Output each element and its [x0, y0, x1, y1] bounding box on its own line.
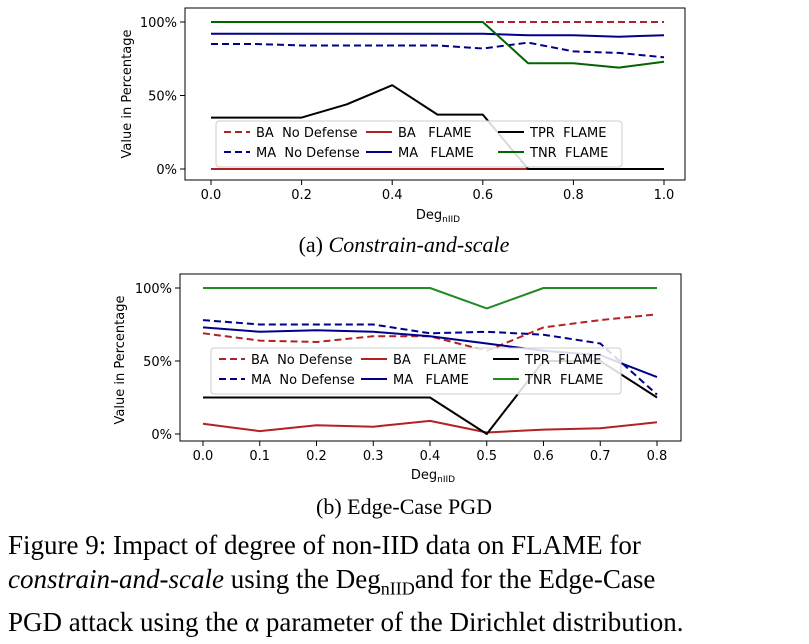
- x-ticks-b: 0.0 0.1 0.2 0.3 0.4 0.5 0.6 0.7 0.8: [193, 441, 668, 464]
- y-axis-label-b: Value in Percentage: [113, 296, 128, 425]
- caption-line-3-end: parameter of the Dirichlet distribution.: [259, 607, 684, 638]
- x-axis-label-sub-a: nIID: [442, 215, 460, 225]
- y-ticks-a: 0% 50% 100%: [140, 16, 185, 178]
- subcaption-b-title: Edge-Case PGD: [347, 494, 492, 519]
- series-line-b-tnr-flame: [203, 287, 657, 310]
- series-group-a: [211, 21, 665, 170]
- caption-line-2-mid: using the Deg: [223, 564, 381, 594]
- legend-label-b-tpr-flame: TPR FLAME: [524, 353, 601, 368]
- x-axis-label-main-a: Deg: [416, 208, 442, 223]
- caption-line-3: PGD attack using the α parameter of the …: [8, 605, 803, 639]
- x-tick-label-b: 0.4: [420, 449, 441, 464]
- x-tick-label-b: 0.0: [193, 449, 214, 464]
- caption-line-2-italic: constrain-and-scale: [8, 564, 224, 594]
- x-tick-label-a: 0.2: [291, 188, 312, 203]
- x-axis-label-b: DegnIID: [411, 468, 455, 485]
- y-tick-label-b: 0%: [151, 428, 172, 443]
- legend-label-a-ba-no-defense: BA No Defense: [256, 126, 357, 141]
- legend-label-b-ba-no-defense: BA No Defense: [251, 353, 352, 368]
- subcaption-b-prefix: (b): [316, 494, 347, 519]
- x-tick-label-a: 0.0: [201, 188, 222, 203]
- legend-label-b-tnr-flame: TNR FLAME: [524, 373, 603, 388]
- series-line-b-ba-no-defense: [202, 313, 658, 352]
- series-line-a-tnr-flame: [211, 21, 665, 69]
- caption-line-3-alpha: α: [244, 607, 260, 638]
- legend-label-a-ma-flame: MA FLAME: [398, 146, 474, 161]
- caption-line-2: constrain-and-scale using the DegnIIDand…: [8, 562, 803, 605]
- chart-a: 0.0 0.2 0.4 0.6 0.8 1.0 0% 50% 100% Value in Pe…: [120, 7, 686, 257]
- x-ticks-a: 0.0 0.2 0.4 0.6 0.8 1.0: [201, 180, 675, 203]
- subcaption-b: (b) Edge-Case PGD: [316, 494, 492, 519]
- series-line-a-ma-flame: [211, 32, 665, 38]
- subcaption-a-title: Constrain-and-scale: [329, 232, 510, 257]
- legend-a: BA No Defense BA FLAME TPR FLAME MA No Defe…: [215, 120, 623, 168]
- caption-line-3-start: PGD attack using the: [8, 607, 245, 638]
- y-ticks-b: 0% 50% 100%: [135, 282, 180, 443]
- y-tick-label-b: 50%: [143, 355, 172, 370]
- x-tick-label-a: 0.4: [382, 188, 403, 203]
- x-axis-label-a: DegnIID: [416, 208, 460, 225]
- x-tick-label-b: 0.6: [533, 449, 554, 464]
- y-tick-label-a: 100%: [140, 16, 177, 31]
- y-tick-label-a: 50%: [148, 90, 177, 105]
- x-axis-label-main-b: Deg: [411, 468, 437, 483]
- x-tick-label-a: 0.6: [472, 188, 493, 203]
- figure-caption: Figure 9: Impact of degree of non-IID da…: [8, 528, 803, 639]
- plot-frame-a: [184, 7, 686, 181]
- legend-label-b-ba-flame: BA FLAME: [393, 353, 467, 368]
- x-tick-label-b: 0.7: [590, 449, 611, 464]
- x-tick-label-b: 0.1: [249, 449, 270, 464]
- series-line-b-ba-flame: [202, 419, 658, 434]
- x-tick-label-b: 0.5: [476, 449, 497, 464]
- chart-b: 0.0 0.1 0.2 0.3 0.4 0.5 0.6 0.7 0.8 0% 50% 100% Va…: [113, 273, 682, 519]
- legend-label-b-ma-no-defense: MA No Defense: [251, 373, 355, 388]
- legend-label-a-ma-no-defense: MA No Defense: [256, 146, 360, 161]
- caption-line-2-sub: nIID: [380, 578, 415, 599]
- series-line-a-tpr-flame: [211, 84, 664, 170]
- caption-line-1: Figure 9: Impact of degree of non-IID da…: [8, 530, 641, 560]
- caption-line-2-end: and for the Edge-Case: [414, 564, 656, 594]
- legend-label-a-tpr-flame: TPR FLAME: [529, 126, 606, 141]
- subcaption-a: (a) Constrain-and-scale: [299, 232, 510, 257]
- series-line-a-ma-no-defense: [211, 41, 665, 59]
- legend-b: BA No Defense BA FLAME TPR FLAME MA No Defe…: [210, 347, 622, 395]
- x-tick-label-a: 0.8: [563, 188, 584, 203]
- x-tick-label-b: 0.2: [306, 449, 327, 464]
- subcaption-a-prefix: (a): [299, 232, 329, 257]
- legend-label-a-ba-flame: BA FLAME: [398, 126, 472, 141]
- y-axis-label-a: Value in Percentage: [120, 30, 135, 159]
- x-tick-label-b: 0.8: [647, 449, 668, 464]
- legend-label-a-tnr-flame: TNR FLAME: [529, 146, 608, 161]
- y-tick-label-b: 100%: [135, 282, 172, 297]
- legend-label-b-ma-flame: MA FLAME: [393, 373, 469, 388]
- x-tick-label-b: 0.3: [363, 449, 384, 464]
- x-axis-label-sub-b: nIID: [437, 475, 455, 485]
- figure: 0.0 0.2 0.4 0.6 0.8 1.0 0% 50% 100% Value in Pe…: [113, 7, 686, 519]
- y-tick-label-a: 0%: [156, 163, 177, 178]
- x-tick-label-a: 1.0: [654, 188, 675, 203]
- series-line-b-ma-no-defense: [202, 319, 658, 396]
